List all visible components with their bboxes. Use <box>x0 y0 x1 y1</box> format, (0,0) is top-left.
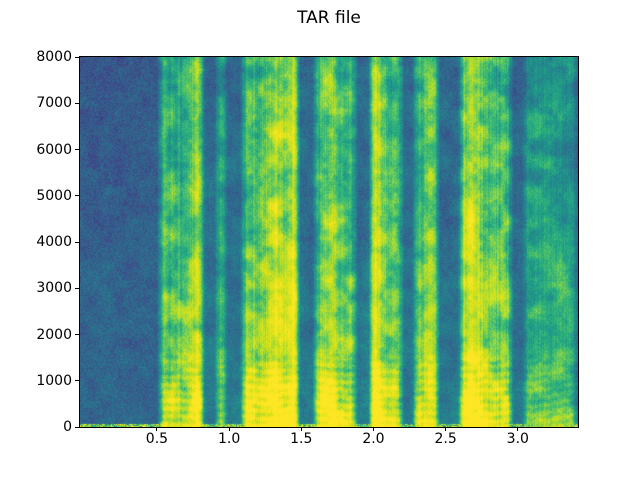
x-tick-mark <box>156 427 158 431</box>
y-tick-mark <box>75 241 79 243</box>
y-tick-label: 2000 <box>36 326 72 343</box>
x-tick-label: 1.5 <box>290 431 313 447</box>
y-tick-mark <box>75 102 79 104</box>
y-tick-label: 7000 <box>36 95 72 112</box>
y-tick-mark <box>75 195 79 197</box>
x-tick-mark <box>445 427 447 431</box>
y-tick-label: 0 <box>63 419 72 435</box>
spectrogram-image <box>80 57 578 427</box>
x-tick-mark <box>300 427 302 431</box>
y-tick-mark <box>75 56 79 58</box>
y-tick-mark <box>75 287 79 289</box>
y-tick-mark <box>75 380 79 382</box>
x-tick-label: 1.0 <box>217 431 241 447</box>
y-tick-label: 3000 <box>36 280 72 297</box>
y-tick-label: 4000 <box>36 234 72 250</box>
chart-title: TAR file <box>297 8 361 28</box>
x-tick-mark <box>228 427 230 431</box>
y-tick-mark <box>75 334 79 335</box>
y-tick-mark <box>75 426 79 428</box>
x-tick-label: 2.0 <box>362 431 385 447</box>
x-tick-mark <box>517 427 519 431</box>
x-tick-label: 3.0 <box>506 431 529 447</box>
y-tick-mark <box>75 149 79 150</box>
y-tick-label: 1000 <box>36 372 72 389</box>
x-tick-mark <box>372 427 374 431</box>
y-tick-label: 5000 <box>36 187 72 204</box>
x-tick-label: 2.5 <box>434 431 457 447</box>
x-tick-label: 0.5 <box>145 431 169 447</box>
y-tick-label: 8000 <box>36 49 72 65</box>
plot-area <box>79 56 579 428</box>
y-tick-label: 6000 <box>36 141 72 158</box>
